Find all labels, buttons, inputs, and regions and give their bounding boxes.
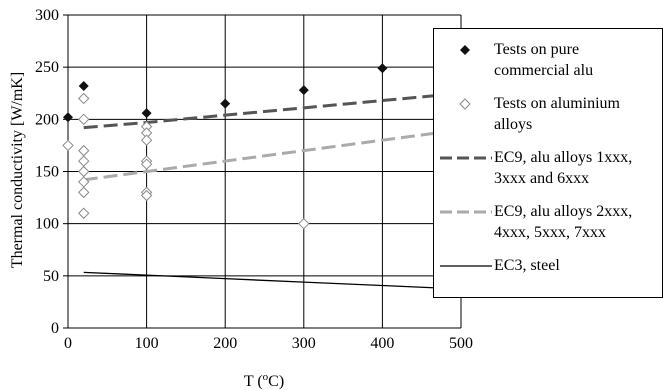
tick-labels: 0 100 200 300 400 500 0 50 100 150 200 250 300	[35, 7, 473, 352]
x-tick-label: 200	[213, 335, 237, 352]
data-point-1	[78, 186, 90, 199]
data-point-1	[78, 92, 90, 105]
x-tick-label: 100	[135, 335, 159, 352]
x-axis-label: T (oC)	[244, 371, 284, 390]
legend-label: Tests on pure commercial alu	[494, 41, 594, 79]
y-tick-label: 200	[35, 111, 59, 128]
legend-label: EC9, alu alloys 2xxx, 4xxx, 5xxx, 7xxx	[494, 203, 633, 241]
legend-label: EC3, steel	[494, 257, 560, 274]
y-tick-label: 50	[43, 268, 59, 285]
data-point-0	[63, 112, 73, 123]
y-tick-label: 150	[35, 164, 59, 181]
legend: Tests on pure commercial alu Tests on al…	[433, 28, 663, 298]
data-point-0	[78, 80, 89, 91]
open-diamond-icon	[459, 98, 471, 110]
legend-label: EC9, alu alloys 1xxx, 3xxx and 6xxx	[494, 149, 633, 187]
data-point-0	[377, 63, 388, 74]
y-tick-label: 300	[35, 7, 59, 24]
data-point-1	[78, 165, 90, 178]
series-line-2	[83, 91, 462, 130]
data-point-1	[140, 158, 153, 170]
data-point-0	[141, 108, 152, 119]
y-tick-label: 250	[35, 59, 59, 76]
filled-diamond-icon	[460, 45, 470, 55]
data-point-1	[140, 189, 153, 202]
y-axis-label: Thermal conductivity [W/mK]	[9, 72, 26, 268]
grid	[63, 14, 462, 329]
y-tick-label: 100	[35, 216, 59, 233]
dashed-line-icon	[440, 210, 492, 214]
data-point-1	[140, 134, 153, 146]
data-point-1	[78, 155, 90, 167]
x-tick-label: 0	[64, 335, 72, 352]
x-tick-label: 500	[449, 335, 473, 352]
data-point-1	[62, 139, 74, 152]
data-point-1	[298, 217, 310, 230]
y-tick-label: 0	[51, 320, 59, 337]
data-point-1	[78, 113, 90, 126]
data-point-1	[78, 144, 90, 157]
x-tick-label: 300	[292, 335, 316, 352]
chart-marks	[62, 63, 462, 290]
series-line-4	[83, 271, 462, 290]
series-line-3	[83, 128, 462, 182]
data-point-0	[298, 85, 309, 96]
dashed-line-icon	[440, 156, 492, 160]
data-point-0	[220, 98, 231, 109]
x-tick-label: 400	[370, 335, 394, 352]
solid-line-icon	[440, 265, 492, 267]
data-point-1	[78, 207, 90, 219]
legend-label: Tests on aluminium alloys	[494, 95, 620, 133]
